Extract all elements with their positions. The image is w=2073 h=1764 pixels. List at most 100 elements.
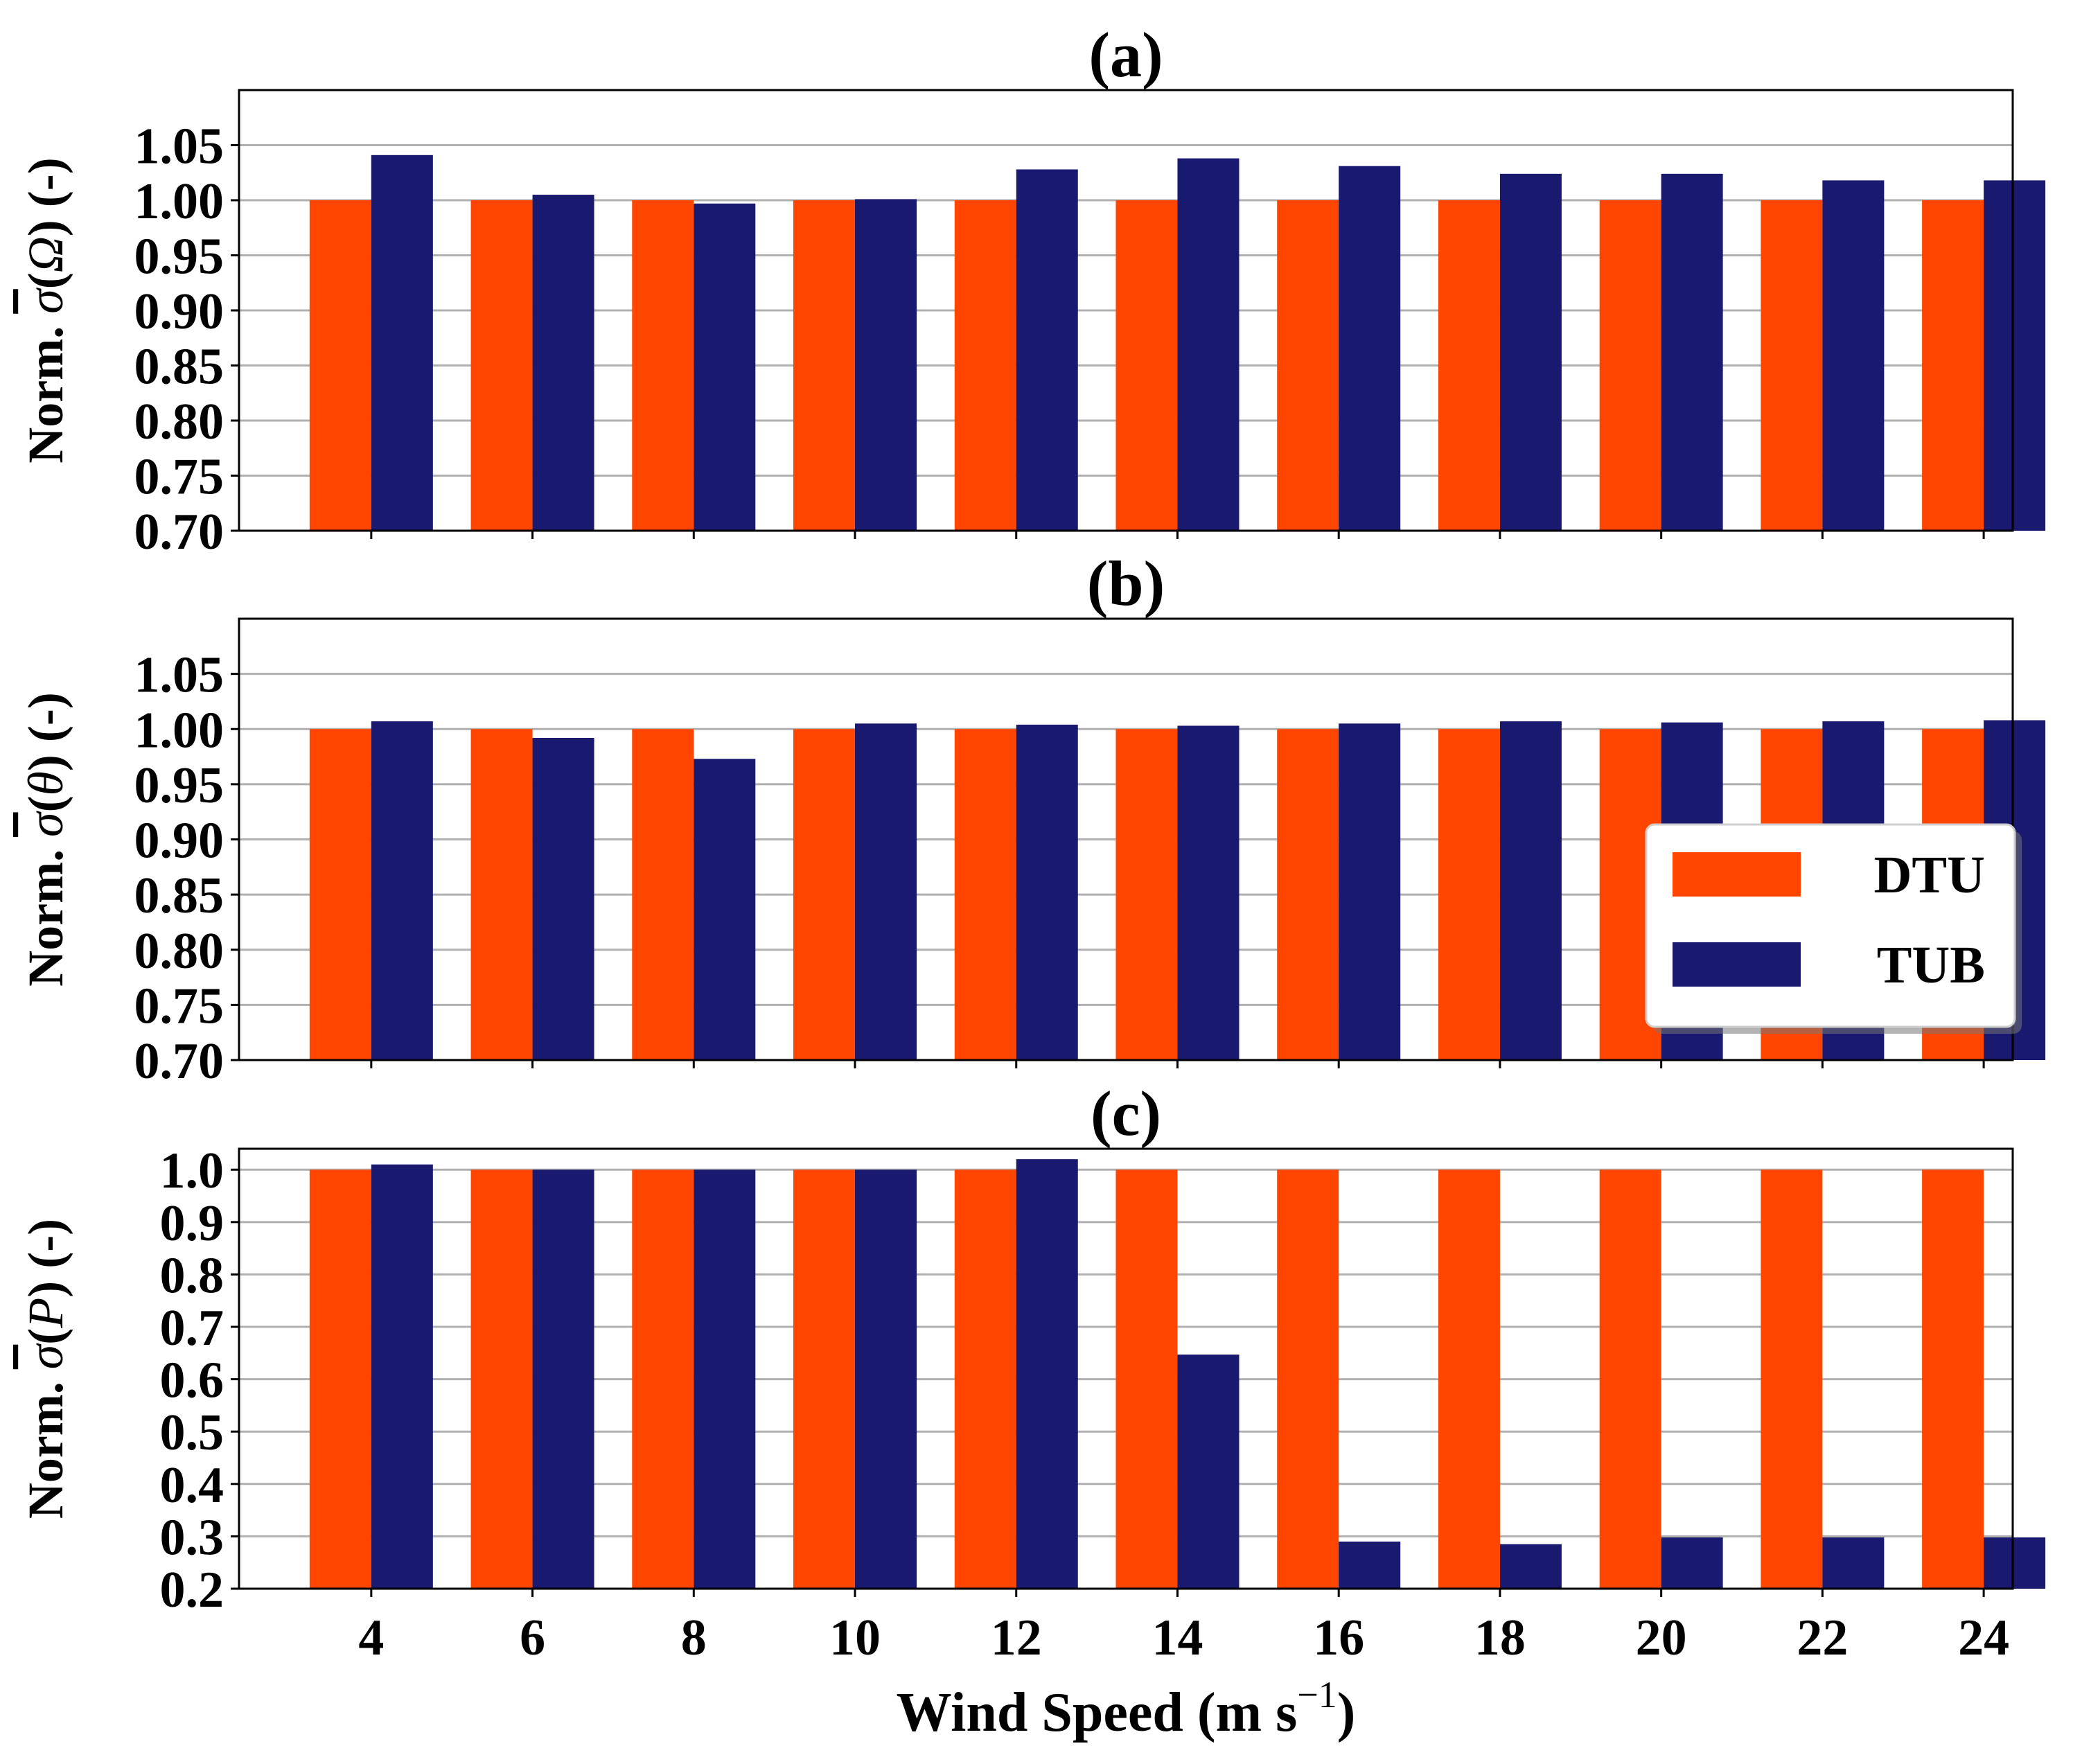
bar-dtu [1761,200,1823,531]
y-tick-label: 0.95 [134,757,224,814]
y-tick-label: 0.2 [160,1562,224,1619]
bar-tub [1822,1537,1885,1589]
bar-tub [694,203,756,531]
x-tick-label: 10 [829,1609,881,1666]
bar-tub [855,1170,917,1589]
panel-title: (a) [1088,19,1163,90]
bar-tub [1822,180,1885,531]
y-tick-label: 0.7 [160,1300,224,1357]
y-tick-label: 1.0 [160,1143,224,1199]
bar-tub [1339,166,1401,531]
axes-frame [238,1147,2014,1590]
bar-tub [1661,1537,1723,1589]
bar-tub [1661,173,1723,531]
bar-dtu [309,729,371,1060]
bar-dtu [793,729,856,1060]
bar-dtu [1438,200,1500,531]
bar-tub [371,155,433,531]
bar-tub [1016,1159,1078,1589]
y-tick-label: 0.5 [160,1404,224,1461]
x-tick-label: 22 [1797,1609,1848,1666]
y-tick-label: 1.00 [134,702,224,759]
y-tick-label: 0.90 [134,813,224,870]
bar-tub [371,1164,433,1589]
bar-dtu [1277,1170,1339,1589]
panel-a: (a) 0.700.750.800.850.900.951.001.05 Norm.… [18,19,2046,561]
y-tick-label: 0.85 [134,867,224,924]
axes-frame [238,89,2014,532]
x-tick-label: 8 [681,1609,707,1666]
bar-dtu [1599,1170,1661,1589]
x-tick-label: 6 [520,1609,545,1666]
panel-b: (b) 0.700.750.800.850.900.951.001.05 Norm.… [18,548,2046,1090]
x-tick-label: 14 [1152,1609,1203,1666]
bar-tub [1177,158,1240,531]
bar-dtu [632,200,694,531]
x-tick-label: 12 [991,1609,1042,1666]
bar-dtu [309,200,371,531]
legend-swatch-tub [1673,942,1801,987]
y-tick-label: 1.05 [134,647,224,704]
bar-dtu [1922,200,1984,531]
panel-title: (c) [1091,1078,1161,1149]
y-tick-label: 0.90 [134,283,224,340]
bar-tub [532,1170,594,1589]
bar-dtu [1922,1170,1984,1589]
x-tick-label: 4 [358,1609,384,1666]
bar-tub [532,737,594,1060]
legend-label-dtu: DTU [1874,846,1985,904]
bar-dtu [1438,729,1500,1060]
bar-tub [1177,1355,1240,1589]
bar-tub [371,721,433,1060]
bar-dtu [793,1170,856,1589]
bar-dtu [1761,1170,1823,1589]
bar-dtu [309,1170,371,1589]
bar-tub [1499,173,1562,531]
bar-dtu [954,200,1016,531]
bar-tub [1984,1537,2046,1589]
y-tick-label: 0.8 [160,1247,224,1304]
y-tick-label: 1.00 [134,173,224,230]
y-tick-label: 0.75 [134,449,224,506]
bar-dtu [1438,1170,1500,1589]
y-axis-label: Norm. σ(θ) (-) [18,692,73,987]
bar-dtu [1277,200,1339,531]
bar-dtu [1115,1170,1178,1589]
bar-tub [1984,180,2046,531]
x-tick-label: 18 [1474,1609,1526,1666]
y-tick-label: 0.85 [134,339,224,396]
bar-tub [532,195,594,531]
bar-tub [1339,723,1401,1060]
bar-tub [1016,724,1078,1060]
y-axis-label: Norm. σ(P) (-) [18,1219,73,1519]
bar-dtu [1115,729,1178,1060]
y-tick-label: 0.9 [160,1195,224,1252]
bar-tub [855,723,917,1060]
bar-dtu [793,200,856,531]
y-tick-label: 0.80 [134,394,224,450]
y-tick-label: 0.4 [160,1457,224,1514]
x-tick-label: 24 [1958,1609,2009,1666]
bar-dtu [632,1170,694,1589]
bar-tub [694,759,756,1060]
panel-title: (b) [1087,548,1165,619]
y-tick-label: 0.70 [134,504,224,561]
bar-dtu [954,1170,1016,1589]
bar-tub [694,1170,756,1589]
y-tick-label: 0.3 [160,1509,224,1566]
y-tick-label: 0.6 [160,1352,224,1409]
bar-dtu [470,1170,533,1589]
y-tick-label: 0.80 [134,923,224,980]
x-tick-label: 16 [1313,1609,1364,1666]
bar-tub [1339,1541,1401,1589]
x-tick-label: 20 [1636,1609,1687,1666]
bar-tub [1177,725,1240,1060]
bar-tub [855,199,917,531]
bar-dtu [1277,729,1339,1060]
legend-swatch-dtu [1673,852,1801,897]
bar-tub [1499,721,1562,1060]
bar-dtu [470,200,533,531]
bar-tub [1499,1544,1562,1589]
legend-label-tub: TUB [1877,936,1985,994]
